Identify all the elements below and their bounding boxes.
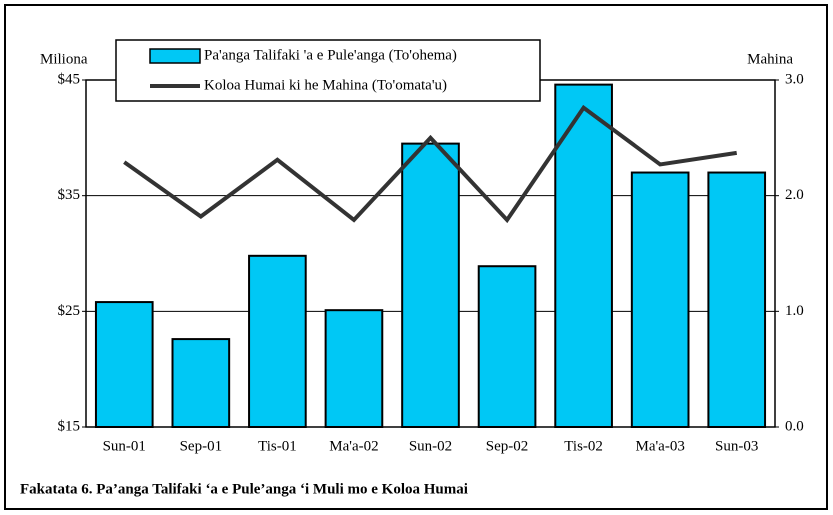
- x-tick-label: Sun-01: [103, 438, 146, 454]
- bar: [477, 265, 537, 428]
- x-tick-label: Sun-02: [409, 438, 452, 454]
- caption: Fakatata 6. Pa’anga Talifaki ‘a e Pule’a…: [20, 481, 468, 497]
- bar: [707, 171, 767, 428]
- y-tick-label: $15: [58, 418, 81, 434]
- bar: [324, 309, 384, 428]
- y-tick-label: $45: [58, 71, 81, 87]
- x-tick-label: Sep-02: [486, 438, 529, 454]
- y2-axis-title: Mahina: [747, 51, 793, 67]
- x-tick-label: Ma'a-02: [329, 438, 378, 454]
- frame: [4, 4, 828, 510]
- legend-label: Koloa Humai ki he Mahina (To'omata'u): [204, 77, 447, 93]
- bar: [401, 142, 460, 428]
- y-tick-label: $35: [58, 187, 81, 203]
- x-tick-label: Sep-01: [180, 438, 223, 454]
- bar: [94, 301, 154, 428]
- bar: [630, 171, 690, 428]
- y2-tick-label: 3.0: [785, 71, 804, 87]
- x-tick-label: Tis-02: [564, 438, 603, 454]
- y2-tick-label: 1.0: [785, 303, 804, 319]
- legend-swatch: [149, 48, 201, 64]
- x-tick-label: Tis-01: [258, 438, 297, 454]
- y2-tick-label: 0.0: [785, 418, 804, 434]
- x-tick-label: Ma'a-03: [635, 438, 684, 454]
- y-axis-title: Miliona: [40, 51, 88, 67]
- y2-tick-label: 2.0: [785, 187, 804, 203]
- bar: [248, 254, 307, 428]
- line: [123, 104, 738, 224]
- x-tick-label: Sun-03: [715, 438, 758, 454]
- bar: [171, 338, 231, 428]
- y-tick-label: $25: [58, 303, 81, 319]
- legend-label: Pa'anga Talifaki 'a e Pule'anga (To'ohem…: [204, 47, 457, 63]
